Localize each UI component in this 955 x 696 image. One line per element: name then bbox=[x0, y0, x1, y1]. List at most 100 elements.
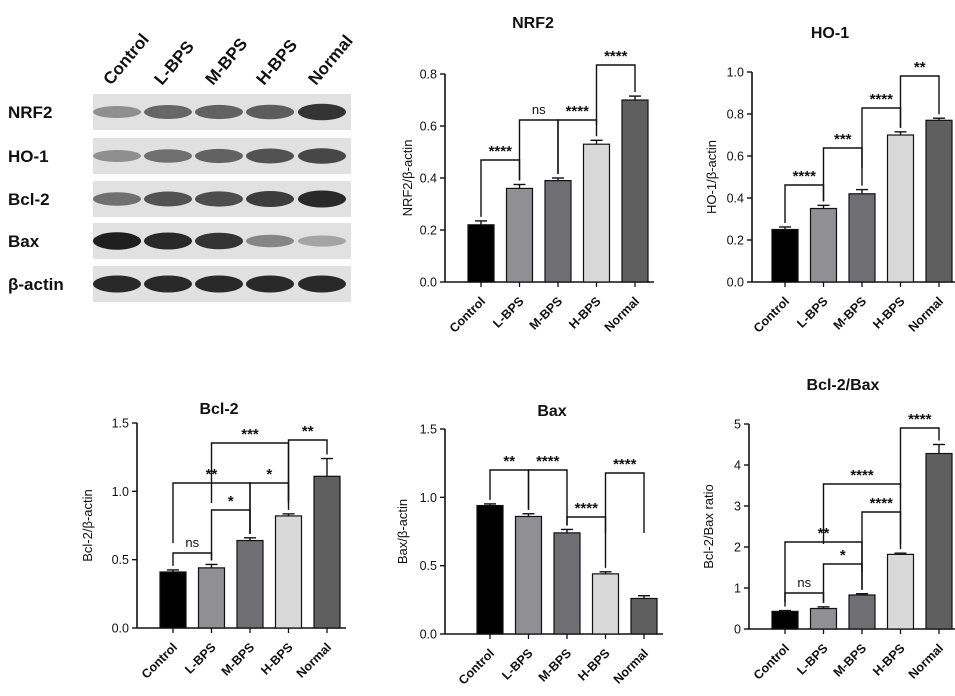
significance-label: * bbox=[228, 493, 234, 510]
y-tick-label: 0.4 bbox=[727, 192, 744, 206]
blot-band bbox=[144, 232, 192, 250]
x-tick-label: Normal bbox=[906, 641, 946, 681]
y-tick-label: 0 bbox=[734, 623, 741, 637]
blot-band bbox=[298, 235, 346, 247]
blot-row-label: Bax bbox=[8, 232, 40, 251]
significance-label: *** bbox=[834, 131, 852, 148]
significance-bracket bbox=[566, 516, 607, 568]
blot-band bbox=[246, 234, 294, 248]
y-tick-label: 1.5 bbox=[112, 417, 129, 431]
blot-band bbox=[93, 192, 141, 206]
bar bbox=[514, 515, 543, 635]
chart-title: HO-1 bbox=[811, 25, 849, 42]
x-tick-label: L-BPS bbox=[490, 294, 526, 330]
y-tick-label: 1 bbox=[734, 582, 741, 596]
blot-lane-label: H-BPS bbox=[253, 36, 302, 89]
significance-label: ns bbox=[185, 535, 199, 550]
significance-label: * bbox=[840, 547, 846, 564]
x-tick-label: Control bbox=[456, 646, 497, 687]
chart-bcl-2-bax: Bcl-2/Bax Bcl-2/Bax ratio 0 1 2 3 4 5 Control L-B… bbox=[701, 377, 955, 683]
bar bbox=[630, 597, 658, 635]
blot-band bbox=[195, 104, 243, 120]
significance-label: * bbox=[266, 466, 272, 483]
x-tick-label: Control bbox=[139, 640, 180, 681]
y-tick-label: 3 bbox=[734, 500, 741, 514]
significance-bracket bbox=[899, 427, 940, 488]
significance-label: **** bbox=[566, 103, 590, 120]
blot-band bbox=[246, 191, 294, 207]
significance-bracket bbox=[822, 483, 902, 544]
bar bbox=[591, 573, 620, 635]
blot-strip bbox=[93, 94, 351, 130]
x-tick-label: Normal bbox=[611, 646, 651, 686]
y-tick-label: 0.0 bbox=[420, 628, 437, 642]
chart-title: Bcl-2 bbox=[199, 401, 238, 418]
blot-strip bbox=[93, 266, 351, 302]
significance-label: ns bbox=[532, 102, 546, 117]
bar bbox=[476, 504, 504, 635]
bar bbox=[886, 134, 915, 283]
significance-label: **** bbox=[536, 453, 560, 470]
blot-band bbox=[195, 275, 243, 293]
y-tick-label: 0.5 bbox=[420, 559, 437, 573]
x-tick-label: Control bbox=[447, 294, 488, 335]
significance-label: ** bbox=[914, 59, 926, 76]
y-tick-label: 5 bbox=[734, 418, 741, 432]
blot-lane-label: L-BPS bbox=[151, 37, 198, 88]
significance-label: **** bbox=[604, 48, 628, 65]
significance-label: *** bbox=[241, 426, 259, 443]
blot-row-label: NRF2 bbox=[8, 103, 52, 122]
y-axis-label: Bcl-2/β-actin bbox=[80, 489, 95, 562]
y-axis-label: HO-1/β-actin bbox=[704, 140, 719, 214]
chart-ho-1: HO-1 HO-1/β-actin 0.0 0.2 0.4 0.6 0.8 1.0 Contro… bbox=[704, 25, 955, 336]
significance-label: **** bbox=[908, 411, 932, 428]
bar bbox=[925, 119, 953, 283]
x-tick-label: L-BPS bbox=[794, 641, 830, 677]
chart-bcl-2: Bcl-2 Bcl-2/β-actin 0.0 0.5 1.0 1.5 Control L-B… bbox=[80, 401, 346, 682]
y-tick-label: 1.0 bbox=[112, 485, 129, 499]
y-tick-label: 0.8 bbox=[727, 108, 744, 122]
bar bbox=[313, 475, 341, 629]
x-tick-label: L-BPS bbox=[182, 640, 218, 676]
x-tick-label: Normal bbox=[906, 294, 946, 334]
bar bbox=[771, 228, 799, 283]
significance-label: **** bbox=[489, 143, 513, 160]
significance-label: **** bbox=[575, 500, 599, 517]
bar bbox=[771, 610, 799, 630]
significance-label: **** bbox=[870, 91, 894, 108]
y-tick-label: 0.2 bbox=[727, 234, 744, 248]
x-tick-label: M-BPS bbox=[219, 640, 257, 678]
significance-bracket bbox=[595, 64, 636, 125]
y-tick-label: 4 bbox=[734, 459, 741, 473]
blot-band bbox=[298, 275, 346, 293]
x-tick-label: L-BPS bbox=[499, 646, 535, 682]
blot-strip bbox=[93, 223, 351, 259]
blot-band bbox=[246, 104, 294, 120]
blot-strip bbox=[93, 138, 351, 174]
blot-band bbox=[246, 148, 294, 164]
x-tick-label: Control bbox=[751, 641, 792, 682]
blot-band bbox=[93, 275, 141, 293]
significance-bracket bbox=[518, 119, 559, 180]
x-tick-label: Normal bbox=[294, 640, 334, 680]
y-axis-label: Bcl-2/Bax ratio bbox=[701, 484, 716, 569]
blot-band bbox=[195, 148, 243, 164]
y-tick-label: 0.6 bbox=[727, 150, 744, 164]
blot-band bbox=[195, 191, 243, 207]
x-tick-label: M-BPS bbox=[831, 294, 869, 332]
blot-band bbox=[93, 150, 141, 162]
y-tick-label: 1.5 bbox=[420, 423, 437, 437]
significance-label: **** bbox=[613, 456, 637, 473]
y-tick-label: 1.0 bbox=[727, 66, 744, 80]
significance-label: ns bbox=[797, 575, 811, 590]
blot-band bbox=[144, 149, 192, 163]
significance-label: **** bbox=[793, 168, 817, 185]
y-tick-label: 0.4 bbox=[420, 172, 437, 186]
x-tick-label: H-BPS bbox=[575, 646, 612, 683]
chart-bax: Bax Bax/β-actin 0.0 0.5 1.0 1.5 Control L-BPS M-… bbox=[395, 403, 663, 688]
bar bbox=[197, 567, 226, 629]
x-tick-label: H-BPS bbox=[870, 641, 907, 678]
significance-label: ** bbox=[302, 423, 314, 440]
bar bbox=[848, 193, 876, 283]
y-tick-label: 0.0 bbox=[112, 622, 129, 636]
